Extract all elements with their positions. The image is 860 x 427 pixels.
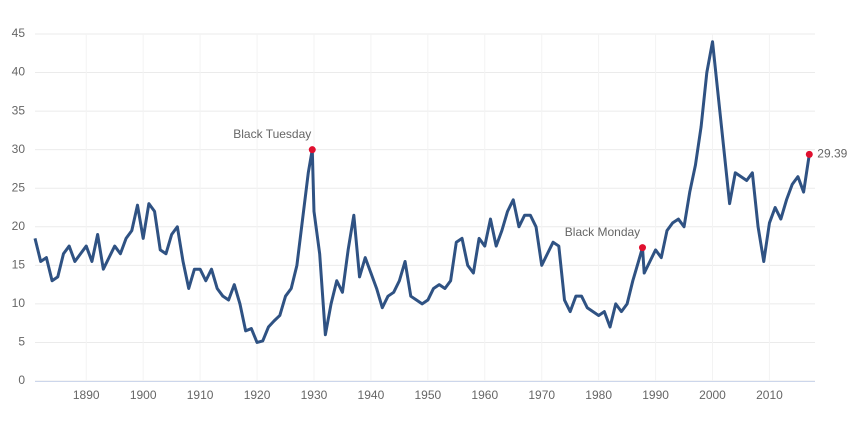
x-tick-label: 1890 bbox=[73, 388, 100, 402]
y-tick-label: 20 bbox=[12, 219, 26, 233]
x-tick-label: 1990 bbox=[642, 388, 669, 402]
x-tick-label: 1940 bbox=[358, 388, 385, 402]
x-tick-label: 1930 bbox=[301, 388, 328, 402]
x-tick-label: 2000 bbox=[699, 388, 726, 402]
y-tick-label: 5 bbox=[18, 335, 25, 349]
x-tick-label: 1960 bbox=[471, 388, 498, 402]
annotation-label: Black Monday bbox=[565, 225, 640, 239]
value-label: 29.39 bbox=[817, 147, 847, 161]
annotation-marker bbox=[805, 150, 813, 158]
annotation-label: Black Tuesday bbox=[233, 127, 311, 141]
y-tick-label: 35 bbox=[12, 103, 26, 117]
x-tick-label: 1900 bbox=[130, 388, 157, 402]
x-tick-label: 1920 bbox=[244, 388, 271, 402]
y-tick-label: 45 bbox=[12, 26, 26, 40]
x-tick-label: 1950 bbox=[414, 388, 441, 402]
y-tick-label: 25 bbox=[12, 180, 26, 194]
y-tick-label: 10 bbox=[12, 296, 26, 310]
y-tick-label: 30 bbox=[12, 142, 26, 156]
x-tick-label: 1970 bbox=[528, 388, 555, 402]
y-tick-label: 40 bbox=[12, 65, 26, 79]
y-tick-label: 0 bbox=[18, 373, 25, 387]
annotation-marker bbox=[638, 244, 646, 252]
x-tick-label: 1910 bbox=[187, 388, 214, 402]
x-tick-label: 2010 bbox=[756, 388, 783, 402]
y-tick-label: 15 bbox=[12, 258, 26, 272]
data-line bbox=[33, 40, 811, 344]
annotation-marker bbox=[308, 146, 316, 154]
x-tick-label: 1980 bbox=[585, 388, 612, 402]
